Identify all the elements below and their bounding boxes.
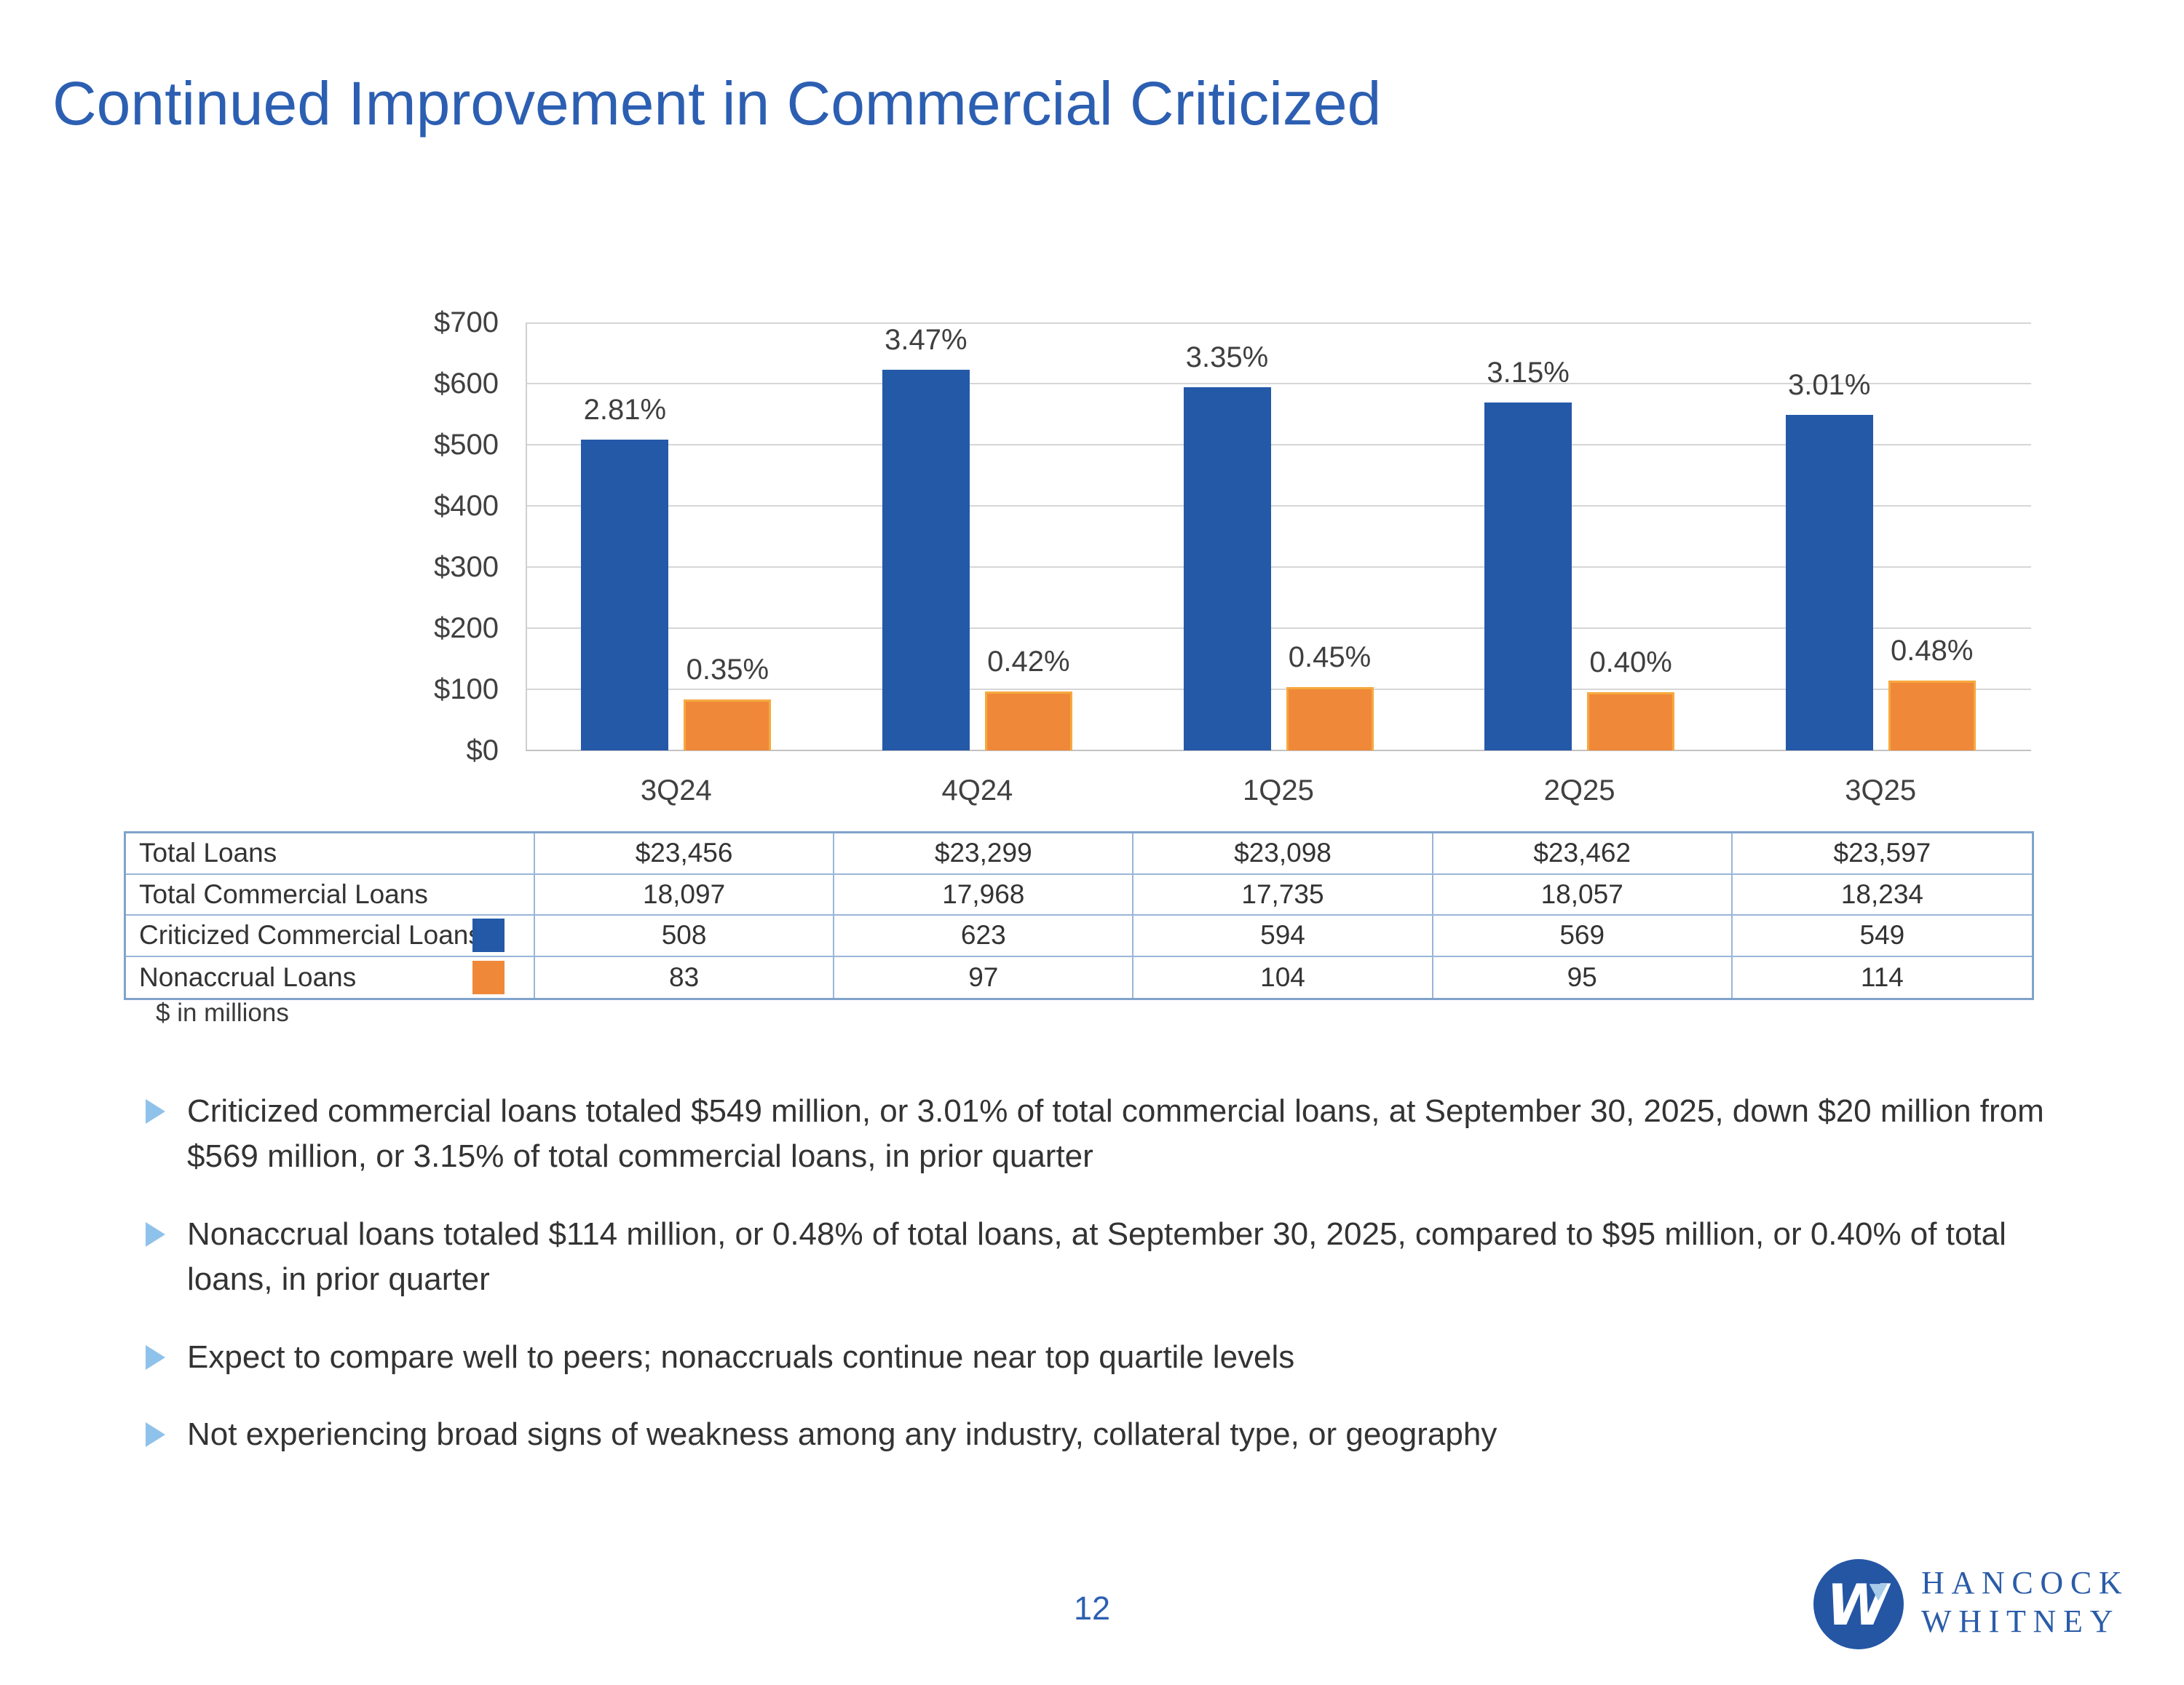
criticized-loans-bar-label: 3.47%: [885, 323, 968, 356]
chart-plot-area: 2.81% 0.35% 3.47% 0.42% 3.35% 0.45% 3.15% 0.40%…: [526, 322, 2031, 751]
bullet-text: Expect to compare well to peers; nonaccr…: [187, 1339, 1295, 1375]
table-row-label: Total Loans: [126, 833, 535, 875]
table-value-cell: 508: [535, 916, 835, 957]
nonaccrual-loans-bar: [1286, 686, 1374, 750]
criticized-loans-bar: [1785, 414, 1873, 750]
logo-monogram-icon: W: [1813, 1559, 1904, 1649]
gridline: [526, 566, 2031, 568]
gridline: [526, 689, 2031, 690]
y-axis-tick-label: $400: [434, 490, 499, 522]
table-value-cell: 17,968: [834, 874, 1134, 916]
nonaccrual-loans-bar-label: 0.35%: [686, 654, 769, 686]
y-axis-tick-label: $700: [434, 306, 499, 338]
chart-y-axis: $700 $600 $500 $400 $300 $200 $100 $0: [320, 306, 499, 766]
y-axis-tick-label: $100: [434, 673, 499, 705]
gridline: [526, 322, 2031, 324]
y-axis-tick-label: $300: [434, 551, 499, 583]
table-value-cell: $23,597: [1732, 833, 2032, 875]
gridline: [526, 627, 2031, 629]
table-value-cell: 114: [1732, 956, 2032, 998]
svg-text:W: W: [1827, 1573, 1891, 1638]
table-value-cell: $23,462: [1433, 833, 1733, 875]
nonaccrual-loans-bar: [1888, 681, 1976, 750]
table-value-cell: 549: [1732, 916, 2032, 957]
logo-wordmark: HANCOCK WHITNEY: [1921, 1563, 2129, 1641]
nonaccrual-loans-bar-label: 0.48%: [1890, 635, 1974, 667]
table-value-cell: 569: [1433, 916, 1733, 957]
bullet-text: Not experiencing broad signs of weakness…: [187, 1416, 1497, 1453]
gridline: [526, 383, 2031, 384]
criticized-loans-bar-label: 3.35%: [1185, 341, 1269, 374]
x-axis-tick-label: 3Q25: [1845, 774, 1917, 806]
page-number: 12: [1073, 1590, 1111, 1627]
criticized-loans-bar-label: 3.15%: [1487, 357, 1570, 389]
table-row-label-text: Total Loans: [139, 838, 277, 868]
nonaccrual-loans-bar-label: 0.42%: [987, 645, 1070, 678]
table-value-cell: 17,735: [1133, 874, 1433, 916]
x-axis-line: [526, 750, 2031, 751]
x-axis-tick-label: 2Q25: [1543, 774, 1615, 806]
criticized-loans-bar: [1183, 387, 1271, 750]
table-value-cell: $23,456: [535, 833, 835, 875]
table-row-label: Criticized Commercial Loans: [126, 916, 535, 957]
table-footnote: $ in millions: [156, 999, 289, 1027]
table-value-cell: 95: [1433, 956, 1733, 998]
table-value-cell: $23,098: [1133, 833, 1433, 875]
company-logo: W HANCOCK WHITNEY: [1813, 1559, 2156, 1649]
x-axis-tick-label: 1Q25: [1243, 774, 1314, 806]
table-value-cell: 594: [1133, 916, 1433, 957]
criticized-loans-bar: [882, 369, 970, 750]
criticized-loans-bar: [1484, 403, 1572, 750]
y-axis-tick-label: $600: [434, 368, 499, 400]
table-value-cell: 83: [535, 956, 835, 998]
table-row-label: Total Commercial Loans: [126, 874, 535, 916]
gridline: [526, 444, 2031, 445]
legend-swatch: [472, 960, 505, 994]
loans-table: Total Loans $23,456 $23,299 $23,098 $23,462 $…: [124, 831, 2034, 1000]
bullet-triangle-icon: [146, 1099, 165, 1124]
gridline: [526, 505, 2031, 507]
table-row-label-text: Criticized Commercial Loans: [139, 920, 482, 951]
logo-wordmark-line1: HANCOCK: [1921, 1565, 2129, 1601]
bullet-item: Nonaccrual loans totaled $114 million, o…: [146, 1212, 2082, 1303]
table-row-label-text: Total Commercial Loans: [139, 879, 428, 909]
logo-wordmark-line2: WHITNEY: [1921, 1603, 2121, 1639]
nonaccrual-loans-bar: [984, 691, 1072, 750]
criticized-loans-bar-label: 3.01%: [1787, 368, 1871, 401]
criticized-loans-bar: [581, 440, 669, 750]
bullet-triangle-icon: [146, 1422, 165, 1448]
table-value-cell: 18,097: [535, 874, 835, 916]
y-axis-spine: [526, 322, 527, 750]
y-axis-tick-label: $500: [434, 429, 499, 461]
chart-x-axis: 3Q24 4Q24 1Q25 2Q25 3Q25: [526, 774, 2031, 811]
bullet-item: Expect to compare well to peers; nonaccr…: [146, 1335, 2082, 1380]
table-value-cell: $23,299: [834, 833, 1134, 875]
x-axis-tick-label: 4Q24: [941, 774, 1013, 806]
legend-swatch: [472, 919, 505, 953]
nonaccrual-loans-bar-label: 0.40%: [1589, 646, 1672, 679]
y-axis-tick-label: $0: [466, 734, 499, 766]
y-axis-tick-label: $200: [434, 612, 499, 644]
table-value-cell: 97: [834, 956, 1134, 998]
bullet-text: Nonaccrual loans totaled $114 million, o…: [187, 1216, 2006, 1298]
nonaccrual-loans-bar-label: 0.45%: [1288, 641, 1372, 673]
nonaccrual-loans-bar: [1587, 692, 1675, 750]
table-value-cell: 18,057: [1433, 874, 1733, 916]
criticized-loans-bar-label: 2.81%: [583, 394, 667, 427]
bullet-triangle-icon: [146, 1221, 165, 1247]
bullet-triangle-icon: [146, 1344, 165, 1370]
bullet-text: Criticized commercial loans totaled $549…: [187, 1093, 2044, 1175]
nonaccrual-loans-bar: [684, 699, 772, 750]
table-value-cell: 18,234: [1732, 874, 2032, 916]
table-value-cell: 623: [834, 916, 1134, 957]
page-title: Continued Improvement in Commercial Crit…: [52, 69, 1382, 138]
table-row-label: Nonaccrual Loans: [126, 956, 535, 998]
table-row-label-text: Nonaccrual Loans: [139, 962, 357, 992]
bullet-item: Not experiencing broad signs of weakness…: [146, 1412, 2082, 1457]
x-axis-tick-label: 3Q24: [640, 774, 712, 806]
bullet-list: Criticized commercial loans totaled $549…: [146, 1089, 2082, 1490]
bullet-item: Criticized commercial loans totaled $549…: [146, 1089, 2082, 1180]
table-value-cell: 104: [1133, 956, 1433, 998]
